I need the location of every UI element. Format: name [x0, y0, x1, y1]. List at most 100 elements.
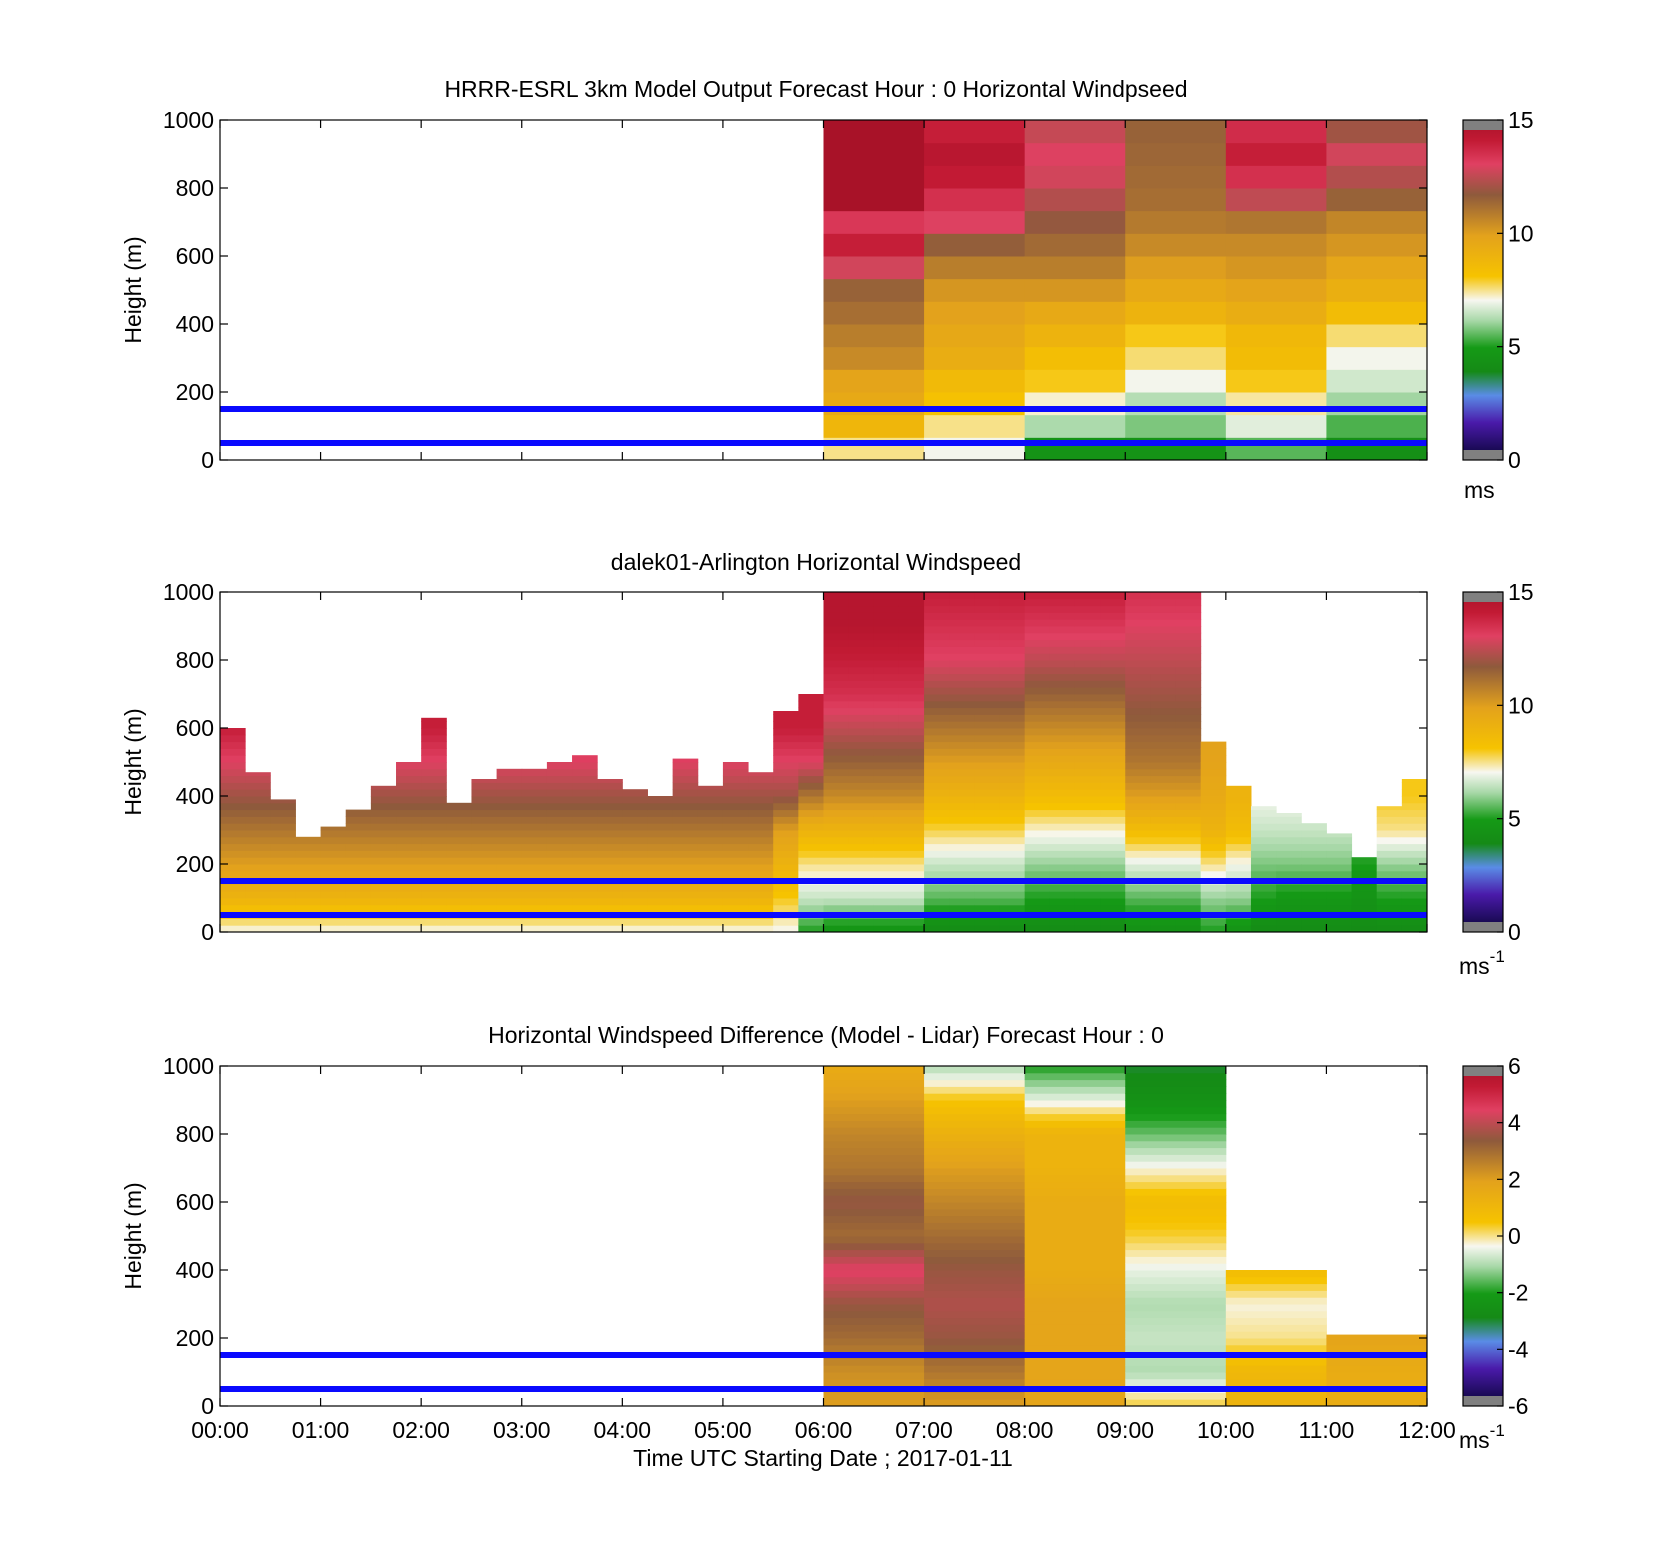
lidar-cell-34-580 [1074, 728, 1101, 736]
lidar-cell-31-660 [999, 700, 1026, 709]
model-cell-4-9 [1225, 233, 1327, 257]
lidar-cell-38-240 [1175, 843, 1202, 851]
lidar-cell-29-360 [949, 802, 975, 811]
lidar-cell-33-340 [1049, 809, 1076, 817]
lidar-cell-38-400 [1175, 789, 1202, 797]
difference-cell-1-800 [924, 1127, 1026, 1135]
panel-lidar-colorbar-label-1: 5 [1508, 806, 1521, 832]
lidar-cell-34-240 [1074, 843, 1101, 851]
lidar-cell-0-300 [220, 823, 246, 831]
difference-cell-1-760 [924, 1140, 1026, 1149]
lidar-cell-7-20 [396, 918, 422, 926]
lidar-cell-1-200 [245, 857, 271, 865]
lidar-cell-31-520 [999, 748, 1026, 756]
lidar-cell-30-900 [974, 619, 1001, 627]
lidar-cell-42-260 [1276, 836, 1302, 845]
lidar-cell-8-600 [421, 721, 447, 729]
panel-model-colorbar-label-2: 10 [1508, 220, 1534, 246]
lidar-cell-37-360 [1150, 802, 1177, 811]
lidar-cell-13-160 [546, 870, 573, 879]
lidar-cell-25-580 [848, 728, 875, 736]
lidar-cell-12-460 [521, 768, 548, 777]
difference-cell-2-540 [1024, 1215, 1126, 1223]
lidar-cell-7-200 [396, 857, 422, 865]
lidar-cell-18-120 [672, 884, 699, 892]
lidar-cell-23-340 [798, 809, 824, 817]
lidar-cell-33-460 [1049, 768, 1076, 777]
lidar-cell-23-660 [798, 700, 824, 709]
lidar-cell-5-240 [345, 843, 372, 851]
lidar-cell-15-340 [597, 809, 623, 817]
lidar-cell-9-180 [446, 864, 472, 872]
lidar-cell-7-480 [396, 762, 422, 770]
lidar-cell-27-900 [898, 619, 925, 627]
lidar-cell-29-860 [949, 632, 975, 641]
lidar-cell-20-280 [722, 830, 749, 838]
panel-difference-xtick-label-5: 05:00 [694, 1417, 752, 1443]
lidar-cell-30-440 [974, 775, 1001, 783]
panel-difference-colorbar-label-4: 2 [1508, 1166, 1521, 1192]
lidar-cell-38-780 [1175, 660, 1202, 668]
lidar-cell-32-100 [1024, 891, 1051, 899]
lidar-cell-24-600 [823, 721, 850, 729]
lidar-cell-30-860 [974, 632, 1001, 641]
lidar-cell-46-80 [1376, 898, 1403, 906]
lidar-cell-39-300 [1200, 823, 1227, 831]
panel-difference-xlabel: Time UTC Starting Date ; 2017-01-11 [633, 1445, 1013, 1471]
lidar-cell-24-220 [823, 850, 850, 858]
lidar-cell-12-20 [521, 918, 548, 926]
lidar-cell-28-240 [924, 843, 950, 851]
lidar-cell-36-900 [1125, 619, 1151, 627]
lidar-cell-36-760 [1125, 666, 1151, 675]
panel-difference-ytick-label-2: 400 [176, 1257, 214, 1283]
lidar-cell-30-980 [974, 592, 1001, 600]
difference-cell-0-520 [823, 1222, 925, 1230]
lidar-cell-20-200 [722, 857, 749, 865]
lidar-cell-32-0 [1024, 925, 1051, 933]
lidar-cell-27-580 [898, 728, 925, 736]
panel-lidar-colorbar-bottom-cap [1463, 922, 1503, 932]
lidar-cell-38-200 [1175, 857, 1202, 865]
lidar-cell-36-800 [1125, 653, 1151, 661]
lidar-cell-35-960 [1100, 598, 1126, 607]
lidar-cell-8-520 [421, 748, 447, 756]
lidar-cell-10-300 [471, 823, 498, 831]
lidar-cell-46-300 [1376, 823, 1403, 831]
lidar-cell-20-480 [722, 762, 749, 770]
lidar-cell-31-580 [999, 728, 1026, 736]
difference-cell-3-160 [1125, 1344, 1227, 1353]
lidar-cell-18-240 [672, 843, 699, 851]
lidar-cell-15-60 [597, 904, 623, 913]
lidar-cell-24-180 [823, 864, 850, 872]
difference-cell-3-780 [1125, 1134, 1227, 1142]
lidar-cell-11-160 [496, 870, 523, 879]
lidar-cell-33-960 [1049, 598, 1076, 607]
lidar-cell-35-920 [1100, 612, 1126, 620]
lidar-cell-28-960 [924, 598, 950, 607]
lidar-cell-25-180 [848, 864, 875, 872]
difference-cell-2-780 [1024, 1134, 1126, 1142]
lidar-cell-11-180 [496, 864, 523, 872]
lidar-cell-26-540 [873, 741, 900, 749]
lidar-cell-24-540 [823, 741, 850, 749]
lidar-cell-18-0 [672, 925, 699, 933]
lidar-cell-30-160 [974, 870, 1001, 879]
lidar-cell-47-20 [1401, 918, 1428, 926]
lidar-cell-36-560 [1125, 734, 1151, 743]
difference-cell-1-960 [924, 1072, 1026, 1081]
lidar-cell-38-640 [1175, 707, 1202, 715]
model-cell-0-14 [823, 120, 925, 144]
lidar-cell-25-240 [848, 843, 875, 851]
model-cell-0-1 [823, 414, 925, 438]
lidar-cell-18-420 [672, 782, 699, 790]
lidar-cell-10-120 [471, 884, 498, 892]
lidar-cell-25-880 [848, 626, 875, 634]
lidar-cell-38-480 [1175, 762, 1202, 770]
lidar-cell-15-120 [597, 884, 623, 892]
difference-cell-5-120 [1326, 1358, 1428, 1366]
lidar-cell-11-60 [496, 904, 523, 913]
difference-cell-1-700 [924, 1161, 1026, 1169]
lidar-cell-37-300 [1150, 823, 1177, 831]
lidar-cell-29-560 [949, 734, 975, 743]
